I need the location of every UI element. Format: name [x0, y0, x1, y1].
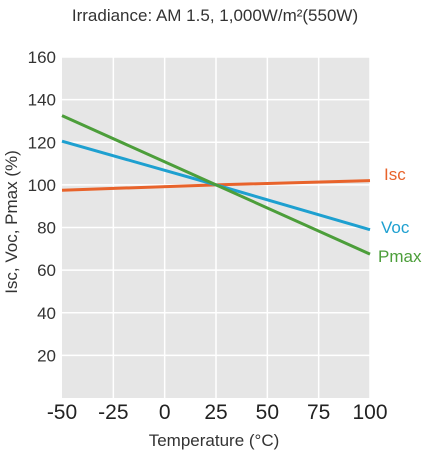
series-label-isc: Isc: [384, 165, 406, 184]
x-tick-label: 25: [204, 401, 227, 424]
x-axis-label: Temperature (°C): [149, 431, 280, 450]
x-tick-label: 0: [159, 401, 171, 424]
y-tick-label: 120: [28, 133, 56, 152]
series-line-pmax: [61, 114, 371, 256]
series-lines: [61, 114, 371, 256]
series-label-voc: Voc: [381, 218, 410, 237]
y-axis-label: Isc, Voc, Pmax (%): [2, 150, 21, 294]
series-labels: Isc Voc Pmax: [378, 165, 422, 266]
x-axis-ticks: -50 -25 0 25 50 75 100: [47, 401, 388, 424]
y-tick-label: 140: [28, 91, 56, 110]
x-tick-label: 50: [256, 401, 279, 424]
x-tick-label: -50: [47, 401, 77, 424]
chart-title: Irradiance: AM 1.5, 1,000W/m²(550W): [72, 6, 358, 25]
y-tick-label: 80: [37, 219, 56, 238]
x-tick-label: -25: [98, 401, 128, 424]
x-tick-label: 100: [352, 401, 387, 424]
y-tick-label: 100: [28, 176, 56, 195]
x-tick-label: 75: [307, 401, 330, 424]
y-tick-label: 160: [28, 48, 56, 67]
y-axis-ticks: 20 40 60 80 100 120 140 160: [28, 48, 56, 365]
y-tick-label: 60: [37, 261, 56, 280]
y-tick-label: 40: [37, 304, 56, 323]
y-tick-label: 20: [37, 346, 56, 365]
series-label-pmax: Pmax: [378, 247, 422, 266]
